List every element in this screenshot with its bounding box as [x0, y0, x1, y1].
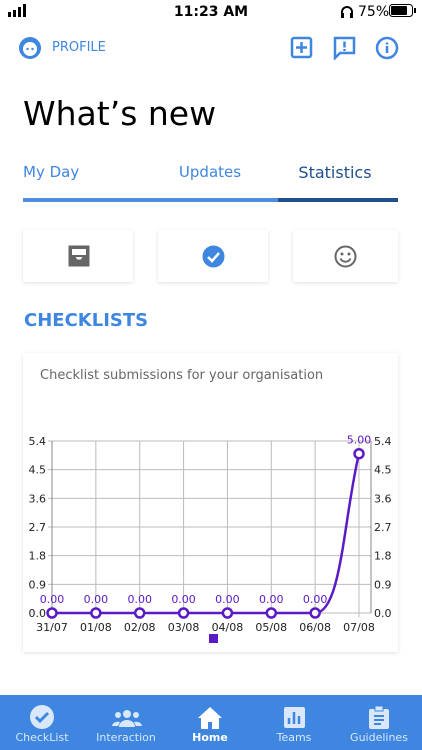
y-tick-label: 3.6	[29, 492, 47, 505]
x-tick-label: 05/08	[255, 621, 287, 634]
y-tick-label: 2.7	[29, 521, 47, 534]
chart-card	[23, 353, 398, 652]
x-tick-label: 01/08	[80, 621, 112, 634]
data-point	[177, 607, 190, 619]
nav-label: CheckList	[15, 731, 69, 744]
y2-tick-label: 3.6	[374, 492, 392, 505]
nav-label: Teams	[276, 731, 312, 744]
data-point	[90, 607, 102, 619]
y-tick-label: 0.9	[29, 578, 47, 591]
signal-icon	[8, 4, 26, 17]
bottom-nav: CheckList Interaction Home Teams Guideli…	[0, 695, 422, 750]
battery-percent: 75%	[358, 4, 390, 20]
data-point	[221, 607, 234, 619]
tab-active[interactable]: Statistics	[298, 163, 372, 182]
section-title: CHECKLISTS	[24, 310, 149, 331]
profile-avatar[interactable]	[18, 36, 42, 60]
x-tick-label: 07/08	[343, 621, 375, 634]
x-tick-label: 02/08	[124, 621, 156, 634]
data-point	[46, 607, 58, 619]
header-actions[interactable]	[290, 36, 400, 60]
x-tick-label: 31/07	[36, 621, 68, 634]
y2-tick-label: 0.9	[374, 578, 392, 591]
data-point	[353, 447, 365, 460]
chart-subtitle: Checklist submissions for your organisat…	[40, 368, 323, 383]
tab[interactable]: Updates	[178, 163, 242, 181]
x-tick-label: 06/08	[299, 621, 331, 634]
y-tick-label: 1.8	[29, 550, 47, 563]
page-title: What’s new	[23, 94, 217, 133]
y2-tick-label: 2.7	[374, 521, 392, 534]
y2-tick-label: 5.4	[374, 435, 392, 448]
data-label: 0.00	[303, 593, 328, 606]
x-tick-label: 03/08	[168, 621, 200, 634]
y-tick-label: 0.0	[29, 607, 47, 620]
profile-link[interactable]: PROFILE	[52, 40, 106, 55]
x-tick-label: 04/08	[212, 621, 244, 634]
data-point	[133, 607, 146, 619]
y-tick-label: 4.5	[29, 464, 47, 477]
data-label: 5.00	[347, 434, 372, 447]
data-label: 0.00	[84, 593, 109, 606]
data-point	[265, 607, 278, 619]
filter-card[interactable]	[158, 230, 268, 282]
tab-track	[23, 198, 278, 202]
tab-indicator	[278, 198, 398, 202]
data-label: 0.00	[259, 593, 284, 606]
series-line	[52, 453, 361, 615]
tab[interactable]: My Day	[23, 163, 80, 181]
y2-tick-label: 1.8	[374, 550, 392, 563]
chart: Checklist submissions for your organisat…	[29, 368, 392, 643]
data-label: 0.00	[127, 593, 152, 606]
nav-label: Guidelines	[350, 731, 408, 744]
data-point	[309, 607, 321, 619]
battery-icon	[389, 4, 416, 17]
filter-card[interactable]	[23, 230, 133, 282]
nav-label: Interaction	[96, 731, 156, 744]
headphones-icon	[341, 6, 353, 18]
status-time: 11:23 AM	[173, 4, 249, 20]
data-label: 0.00	[40, 593, 65, 606]
data-label: 0.00	[215, 593, 240, 606]
y2-tick-label: 4.5	[374, 464, 392, 477]
legend-swatch	[209, 634, 218, 643]
filter-card[interactable]	[293, 230, 398, 282]
y-tick-label: 5.4	[29, 435, 47, 448]
y2-tick-label: 0.0	[374, 607, 392, 620]
data-label: 0.00	[171, 593, 196, 606]
nav-label: Home	[192, 731, 228, 744]
